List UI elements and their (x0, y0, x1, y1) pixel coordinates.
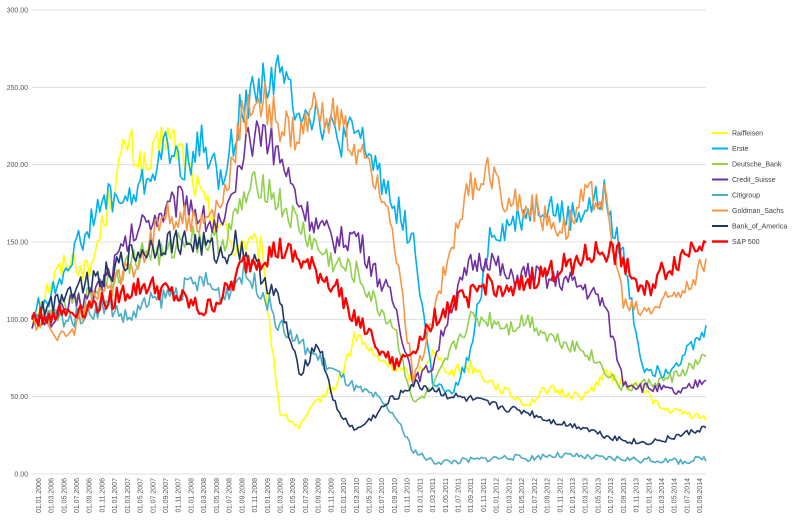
y-tick-label: 300.00 (7, 8, 29, 15)
y-tick-label: 150.00 (7, 240, 29, 247)
legend-label-erste: Erste (732, 146, 748, 153)
x-tick-label: 01.09.2014 (697, 478, 704, 513)
x-tick-label: 01.07.2012 (532, 478, 539, 513)
legend-label-citigroup: Citigroup (732, 193, 760, 200)
x-tick-label: 01.03.2008 (201, 478, 208, 513)
x-tick-label: 01.05.2013 (595, 478, 602, 513)
x-tick-label: 01.03.2013 (583, 478, 590, 513)
x-tick-label: 01.09.2006 (87, 478, 94, 513)
x-tick-label: 01.05.2011 (443, 478, 450, 513)
x-tick-label: 01.03.2010 (354, 478, 361, 513)
x-tick-label: 01.03.2011 (430, 478, 437, 513)
x-tick-label: 01.01.2010 (341, 478, 348, 513)
x-tick-label: 01.05.2006 (61, 478, 68, 513)
x-tick-label: 01.09.2008 (239, 478, 246, 513)
x-tick-label: 01.07.2014 (684, 478, 691, 513)
legend-label-bank-of-america: Bank_of_America (732, 224, 787, 231)
x-tick-label: 01.07.2006 (74, 478, 81, 513)
x-tick-label: 01.01.2012 (494, 478, 501, 513)
x-tick-label: 01.07.2008 (227, 478, 234, 513)
x-tick-label: 01.07.2010 (379, 478, 386, 513)
x-tick-label: 01.01.2008 (188, 478, 195, 513)
plot-area (30, 54, 707, 466)
x-tick-label: 01.01.2007 (112, 478, 119, 513)
legend-label-deutsche-bank: Deutsche_Bank (732, 162, 782, 169)
x-tick-label: 01.03.2014 (659, 478, 666, 513)
x-tick-label: 01.11.2006 (99, 478, 106, 513)
series-line-bank-of-america (31, 229, 707, 446)
x-tick-label: 01.05.2012 (519, 478, 526, 513)
series-line-credit-suisse (31, 120, 707, 396)
x-tick-label: 01.11.2008 (252, 478, 259, 513)
x-tick-label: 01.05.2014 (672, 478, 679, 513)
series-line-s-p-500 (30, 237, 707, 371)
x-tick-label: 01.01.2011 (417, 478, 424, 513)
series-line-goldman-sachs (31, 80, 707, 386)
x-tick-label: 01.11.2010 (405, 478, 412, 513)
x-tick-label: 01.05.2007 (138, 478, 145, 513)
x-tick-label: 01.07.2007 (150, 478, 157, 513)
x-tick-label: 01.09.2013 (621, 478, 628, 513)
gridlines (32, 9, 706, 475)
x-tick-label: 01.07.2011 (456, 478, 463, 513)
series-line-raiffeisen (31, 126, 707, 430)
legend: Raiffeisen Erste Deutsche_Bank Credit_Suiss… (712, 131, 787, 246)
x-tick-label: 01.05.2010 (367, 478, 374, 513)
x-tick-label: 01.03.2007 (125, 478, 132, 513)
x-tick-label: 01.01.2006 (36, 478, 43, 513)
x-tick-label: 01.09.2012 (545, 478, 552, 513)
x-tick-label: 01.11.2007 (176, 478, 183, 513)
x-tick-label: 01.11.2012 (557, 478, 564, 513)
x-axis: 01.01.2006 01.03.2006 01.05.2006 01.07.2006… (36, 478, 704, 513)
x-tick-label: 01.01.2009 (265, 478, 272, 513)
x-tick-label: 01.11.2009 (328, 478, 335, 513)
y-tick-label: 200.00 (7, 162, 29, 169)
x-tick-label: 01.05.2008 (214, 478, 221, 513)
x-tick-label: 01.09.2007 (163, 478, 170, 513)
y-tick-label: 100.00 (7, 317, 29, 324)
x-tick-label: 01.07.2009 (303, 478, 310, 513)
x-tick-label: 01.11.2011 (481, 478, 488, 512)
x-tick-label: 01.09.2010 (392, 478, 399, 513)
x-tick-label: 01.07.2013 (608, 478, 615, 513)
y-tick-label: 250.00 (7, 85, 29, 92)
x-tick-label: 01.05.2009 (290, 478, 297, 513)
x-tick-label: 01.03.2012 (506, 478, 513, 513)
x-tick-label: 01.03.2009 (277, 478, 284, 513)
series-line-citigroup (31, 261, 707, 466)
x-tick-label: 01.03.2006 (49, 478, 56, 513)
x-tick-label: 01.11.2013 (634, 478, 641, 513)
legend-label-goldman-sachs: Goldman_Sachs (732, 208, 784, 215)
y-tick-label: 0.00 (14, 472, 28, 479)
legend-label-s-p-500: S&P 500 (732, 239, 760, 246)
x-tick-label: 01.01.2013 (570, 478, 577, 513)
x-tick-label: 01.09.2009 (316, 478, 323, 513)
legend-label-credit-suisse: Credit_Suisse (732, 177, 776, 184)
series-line-erste (31, 54, 707, 395)
y-axis: 0.00 50.00 100.00 150.00 200.00 250.00 300.00 (7, 8, 29, 479)
x-tick-label: 01.09.2011 (468, 478, 475, 513)
x-tick-label: 01.01.2014 (646, 478, 653, 513)
y-tick-label: 50.00 (10, 394, 28, 401)
legend-label-raiffeisen: Raiffeisen (732, 131, 763, 138)
